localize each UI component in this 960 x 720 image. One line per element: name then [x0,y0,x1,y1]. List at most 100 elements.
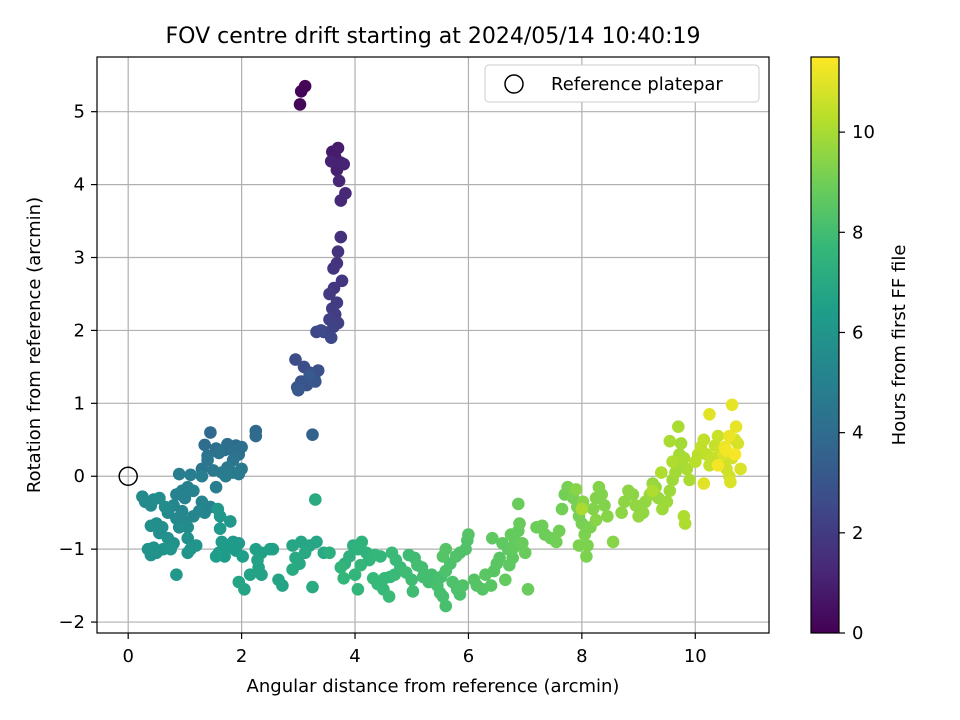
data-point [666,455,679,469]
data-point [636,506,650,519]
data-point [226,444,240,458]
data-point [731,437,745,450]
data-point [586,502,600,516]
data-point [327,320,340,334]
data-point [601,510,614,523]
data-point [382,590,396,603]
data-point [144,499,158,512]
data-point [550,535,563,549]
data-point [672,420,685,434]
data-point [677,451,691,465]
data-point [711,429,725,443]
x-tick-label: 2 [236,646,247,667]
y-tick-label: 5 [74,102,85,123]
colorbar-ticks: 0 2 4 6 8 10 [839,122,875,644]
data-point [512,497,525,511]
legend-box [484,64,760,103]
x-tick-label: 10 [684,646,707,667]
colorbar-label: Hours from first FF file [889,245,910,446]
data-point [303,369,317,382]
data-point [493,551,506,565]
data-point [354,558,368,572]
data-point [204,426,217,439]
data-point [298,546,312,560]
x-axis-label: Angular distance from reference (arcmin) [247,676,620,697]
data-point [286,563,299,576]
data-point [374,550,387,563]
data-point [232,467,246,481]
data-point [462,528,475,541]
legend-marker [504,74,524,94]
data-point [310,535,323,549]
data-point [678,517,692,530]
colorbar: 0 2 4 6 8 10 Hours from first FF file [810,56,910,644]
data-point [724,475,737,489]
plot-background [97,57,769,633]
data-point [655,466,668,479]
data-point [697,433,711,447]
x-tick-label: 4 [349,646,360,667]
data-point [513,517,526,530]
data-point [723,429,736,443]
data-point [486,531,499,545]
data-point [331,245,345,258]
data-point [734,462,747,476]
data-point [518,546,532,560]
data-point [181,546,194,560]
data-point [499,573,512,587]
data-point [615,506,628,519]
scatter-points [136,79,747,613]
colorbar-tick-label: 10 [852,122,875,143]
data-point [309,493,322,506]
colorbar-frame [810,56,840,634]
grid [97,57,769,633]
data-point [618,495,631,509]
y-tick-label: 4 [74,175,85,196]
y-tick-label: 3 [74,248,85,269]
data-point [324,331,338,345]
y-tick-label: 1 [74,393,85,414]
data-point [298,79,312,93]
colorbar-tick-label: 2 [852,523,863,544]
data-point [292,383,305,397]
data-point [327,262,340,275]
data-point [306,428,319,442]
data-point [575,502,589,516]
data-point [406,585,420,598]
data-point [289,353,302,366]
data-point [209,480,223,494]
data-point [484,579,498,592]
data-point [569,483,583,496]
data-point [178,491,192,505]
y-tick-label: 2 [74,320,85,341]
data-point [646,484,659,498]
data-point [425,568,438,581]
data-point [660,495,674,509]
data-point [144,519,158,533]
colorbar-tick-label: 0 [852,623,863,644]
chart-title: FOV centre drift starting at 2024/05/14 … [166,24,701,49]
data-point [189,539,203,552]
data-point [158,500,172,514]
data-point [663,484,677,498]
data-point [436,550,450,563]
data-point [249,429,263,443]
data-point [711,459,725,472]
data-point [355,535,369,549]
colorbar-tick-label: 4 [852,423,863,444]
data-point [334,194,348,207]
data-point [680,462,694,476]
data-point [184,468,197,482]
data-point [626,488,640,501]
legend-entry-label: Reference platepar [551,74,723,95]
data-point [324,155,338,168]
y-axis-label: Rotation from reference (arcmin) [24,197,45,493]
data-point [598,499,611,512]
colorbar-gradient [811,57,839,633]
data-point [181,531,194,545]
y-axis-ticks: −2 −1 0 1 2 3 4 5 [58,102,97,633]
data-point [164,542,177,556]
data-point [436,590,450,603]
x-tick-label: 8 [576,646,587,667]
